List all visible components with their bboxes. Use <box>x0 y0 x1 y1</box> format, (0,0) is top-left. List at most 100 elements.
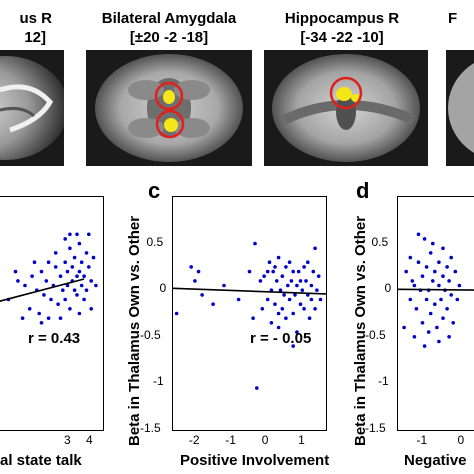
data-point <box>433 302 437 306</box>
data-point <box>77 241 82 246</box>
brain-axial-amygdala-graphic <box>95 54 243 162</box>
data-point <box>309 283 314 288</box>
data-point <box>89 279 93 283</box>
data-point <box>313 246 317 251</box>
data-point <box>437 283 441 288</box>
data-point <box>236 297 241 302</box>
data-point <box>68 307 72 311</box>
data-point <box>276 325 281 330</box>
data-point <box>428 311 433 316</box>
data-point <box>404 269 408 274</box>
activation-blob <box>163 90 175 104</box>
data-point <box>291 344 295 348</box>
correlation-label-c: r = - 0.05 <box>250 330 312 347</box>
data-point <box>291 311 295 316</box>
scatter-plot-d <box>397 196 474 431</box>
data-point <box>32 260 37 264</box>
data-point <box>276 255 281 260</box>
brain-sagittal-graphic <box>0 56 64 160</box>
data-point <box>87 232 91 237</box>
data-point <box>27 307 32 311</box>
data-point <box>287 297 292 302</box>
data-point <box>193 279 197 283</box>
data-point <box>42 293 46 297</box>
x-axis-label-c: Positive Involvement <box>180 452 330 469</box>
data-point <box>439 297 443 302</box>
y-tick-c: -0.5 <box>140 327 161 342</box>
data-point <box>435 325 439 330</box>
data-point <box>77 269 82 274</box>
scatter-plot-b <box>0 196 104 431</box>
data-point <box>247 269 252 274</box>
data-point <box>70 265 75 269</box>
data-point <box>441 316 445 320</box>
data-point <box>72 288 77 292</box>
data-point <box>94 283 98 288</box>
data-point <box>280 274 285 278</box>
data-point <box>23 283 27 288</box>
header-coords-1: 12] <box>24 29 46 46</box>
data-point <box>449 293 453 297</box>
x-tick-c: 1 <box>298 433 305 447</box>
data-point <box>271 269 275 274</box>
data-point <box>63 297 67 302</box>
data-point <box>433 269 437 274</box>
data-point <box>46 260 51 264</box>
header-title-1: us R <box>19 10 52 27</box>
activation-blob <box>164 118 178 132</box>
data-point <box>222 283 226 288</box>
data-point <box>318 297 323 302</box>
y-tick-c: 0.5 <box>146 234 164 249</box>
data-point <box>276 311 281 316</box>
data-point <box>68 232 72 237</box>
fit-line <box>0 278 85 302</box>
data-point <box>265 269 270 274</box>
data-point <box>304 279 308 283</box>
data-point <box>253 241 257 246</box>
data-point <box>451 321 455 325</box>
data-point <box>61 288 65 292</box>
roi-circle <box>154 81 184 111</box>
data-point <box>280 307 285 311</box>
brain-image-hippocampus <box>264 50 428 166</box>
data-point <box>311 269 316 274</box>
scatter-plot-d-svg <box>398 232 474 348</box>
data-point <box>79 283 84 288</box>
data-point <box>189 265 193 269</box>
data-point <box>402 325 406 330</box>
x-tick-c: -1 <box>225 433 236 447</box>
data-point <box>68 246 72 251</box>
data-point <box>211 302 215 306</box>
data-point <box>420 321 425 325</box>
data-point <box>39 321 44 325</box>
data-point <box>445 307 449 311</box>
y-tick-d: -1 <box>378 374 389 389</box>
data-point <box>412 335 417 339</box>
y-tick-d: -1.5 <box>365 421 386 435</box>
data-point <box>416 232 421 237</box>
data-point <box>424 297 429 302</box>
data-point <box>457 283 462 288</box>
data-point <box>295 330 299 334</box>
header-coords-3: [-34 -22 -10] <box>300 29 384 46</box>
data-point <box>293 293 297 297</box>
data-point <box>296 269 301 274</box>
data-point <box>453 269 458 274</box>
data-point <box>260 307 265 311</box>
data-point <box>408 297 413 302</box>
data-point <box>63 260 67 264</box>
data-point <box>408 255 413 260</box>
data-point <box>416 260 421 264</box>
panel-letter-c: c <box>148 178 161 203</box>
x-axis-label-d: Negative <box>404 452 467 469</box>
data-point <box>267 260 272 264</box>
data-point <box>84 251 89 255</box>
data-point <box>275 279 279 283</box>
data-point <box>282 293 286 297</box>
data-point <box>441 274 445 278</box>
y-tick-d: 0 <box>384 281 392 296</box>
data-point <box>298 302 303 306</box>
data-point <box>298 279 303 283</box>
data-point <box>65 283 70 288</box>
data-point <box>286 283 290 288</box>
